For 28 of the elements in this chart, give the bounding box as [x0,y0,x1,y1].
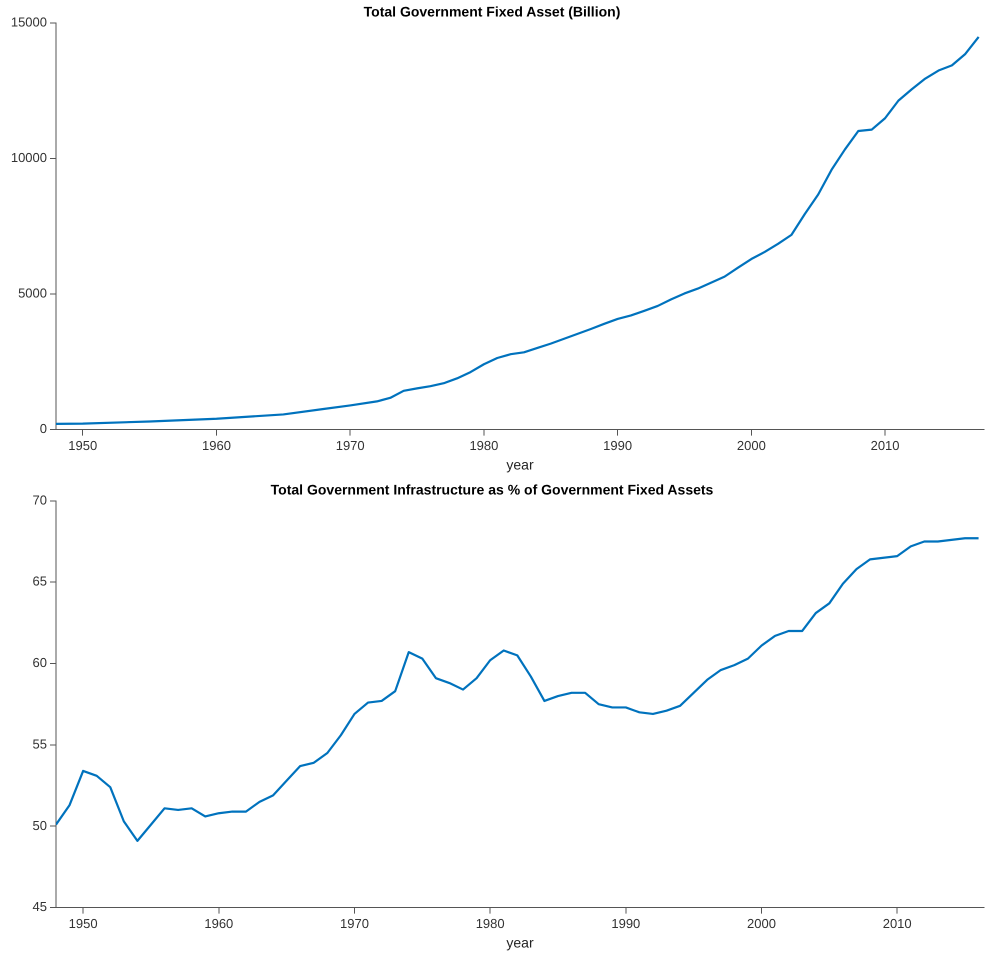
x-tick-label: 1990 [611,916,640,931]
y-tick-label: 5000 [18,286,47,301]
y-tick-label: 50 [32,818,47,833]
x-axis-title: year [506,934,534,950]
x-tick-label: 1970 [340,916,369,931]
x-tick-label: 1980 [469,438,498,453]
y-tick-label: 10000 [10,150,47,165]
y-tick-label: 70 [32,492,47,508]
x-tick-label: 2010 [882,916,912,931]
chart-title: Total Government Infrastructure as % of Government Fixed Assets [270,481,714,498]
x-axis-title: year [506,456,534,472]
x-tick-label: 2000 [736,438,766,453]
y-tick-label: 0 [40,421,47,436]
x-tick-label: 1950 [68,916,98,931]
y-tick-label: 60 [32,655,47,670]
y-tick-label: 65 [32,574,47,589]
x-tick-label: 2000 [747,916,776,931]
x-tick-label: 1970 [336,438,365,453]
y-tick-label: 15000 [10,14,47,30]
y-tick-label: 55 [32,736,47,752]
chart-title: Total Government Fixed Asset (Billion) [364,3,620,20]
y-tick-label: 45 [32,899,47,914]
x-tick-label: 2010 [870,438,900,453]
x-tick-label: 1980 [476,916,505,931]
x-tick-label: 1950 [68,438,98,453]
x-tick-label: 1960 [204,916,234,931]
x-tick-label: 1990 [603,438,632,453]
x-tick-label: 1960 [202,438,231,453]
